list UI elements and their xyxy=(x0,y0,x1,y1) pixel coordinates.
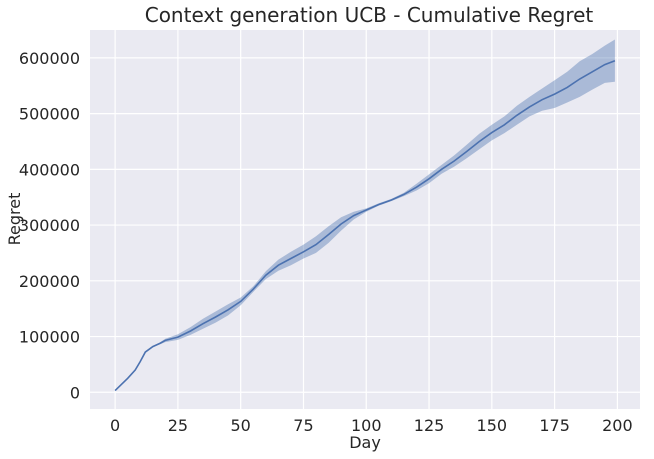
plot-area xyxy=(90,30,640,409)
chart-title: Context generation UCB - Cumulative Regr… xyxy=(145,3,594,27)
x-tick-label: 25 xyxy=(168,416,188,435)
y-tick-label: 200000 xyxy=(19,272,80,291)
confidence-band xyxy=(115,39,615,391)
y-tick-label: 300000 xyxy=(19,216,80,235)
x-tick-label: 175 xyxy=(539,416,570,435)
y-tick-label: 500000 xyxy=(19,105,80,124)
confidence-band-area xyxy=(115,39,615,391)
y-axis-ticks: 0 100000 200000 300000 400000 500000 600000 xyxy=(19,49,80,402)
x-tick-label: 150 xyxy=(477,416,508,435)
x-tick-label: 200 xyxy=(602,416,633,435)
y-tick-label: 600000 xyxy=(19,49,80,68)
x-axis-ticks: 0 25 50 75 100 125 150 175 200 xyxy=(110,416,633,435)
grid xyxy=(90,30,640,409)
y-axis-label: Regret xyxy=(5,193,24,246)
x-tick-label: 125 xyxy=(414,416,445,435)
mean-line-path xyxy=(114,59,616,392)
x-axis-label: Day xyxy=(349,433,381,452)
x-tick-label: 75 xyxy=(293,416,313,435)
y-tick-label: 100000 xyxy=(19,328,80,347)
x-tick-label: 0 xyxy=(110,416,120,435)
mean-line xyxy=(114,59,616,392)
x-tick-label: 100 xyxy=(351,416,382,435)
y-tick-label: 0 xyxy=(70,383,80,402)
x-tick-label: 50 xyxy=(231,416,251,435)
y-tick-label: 400000 xyxy=(19,160,80,179)
